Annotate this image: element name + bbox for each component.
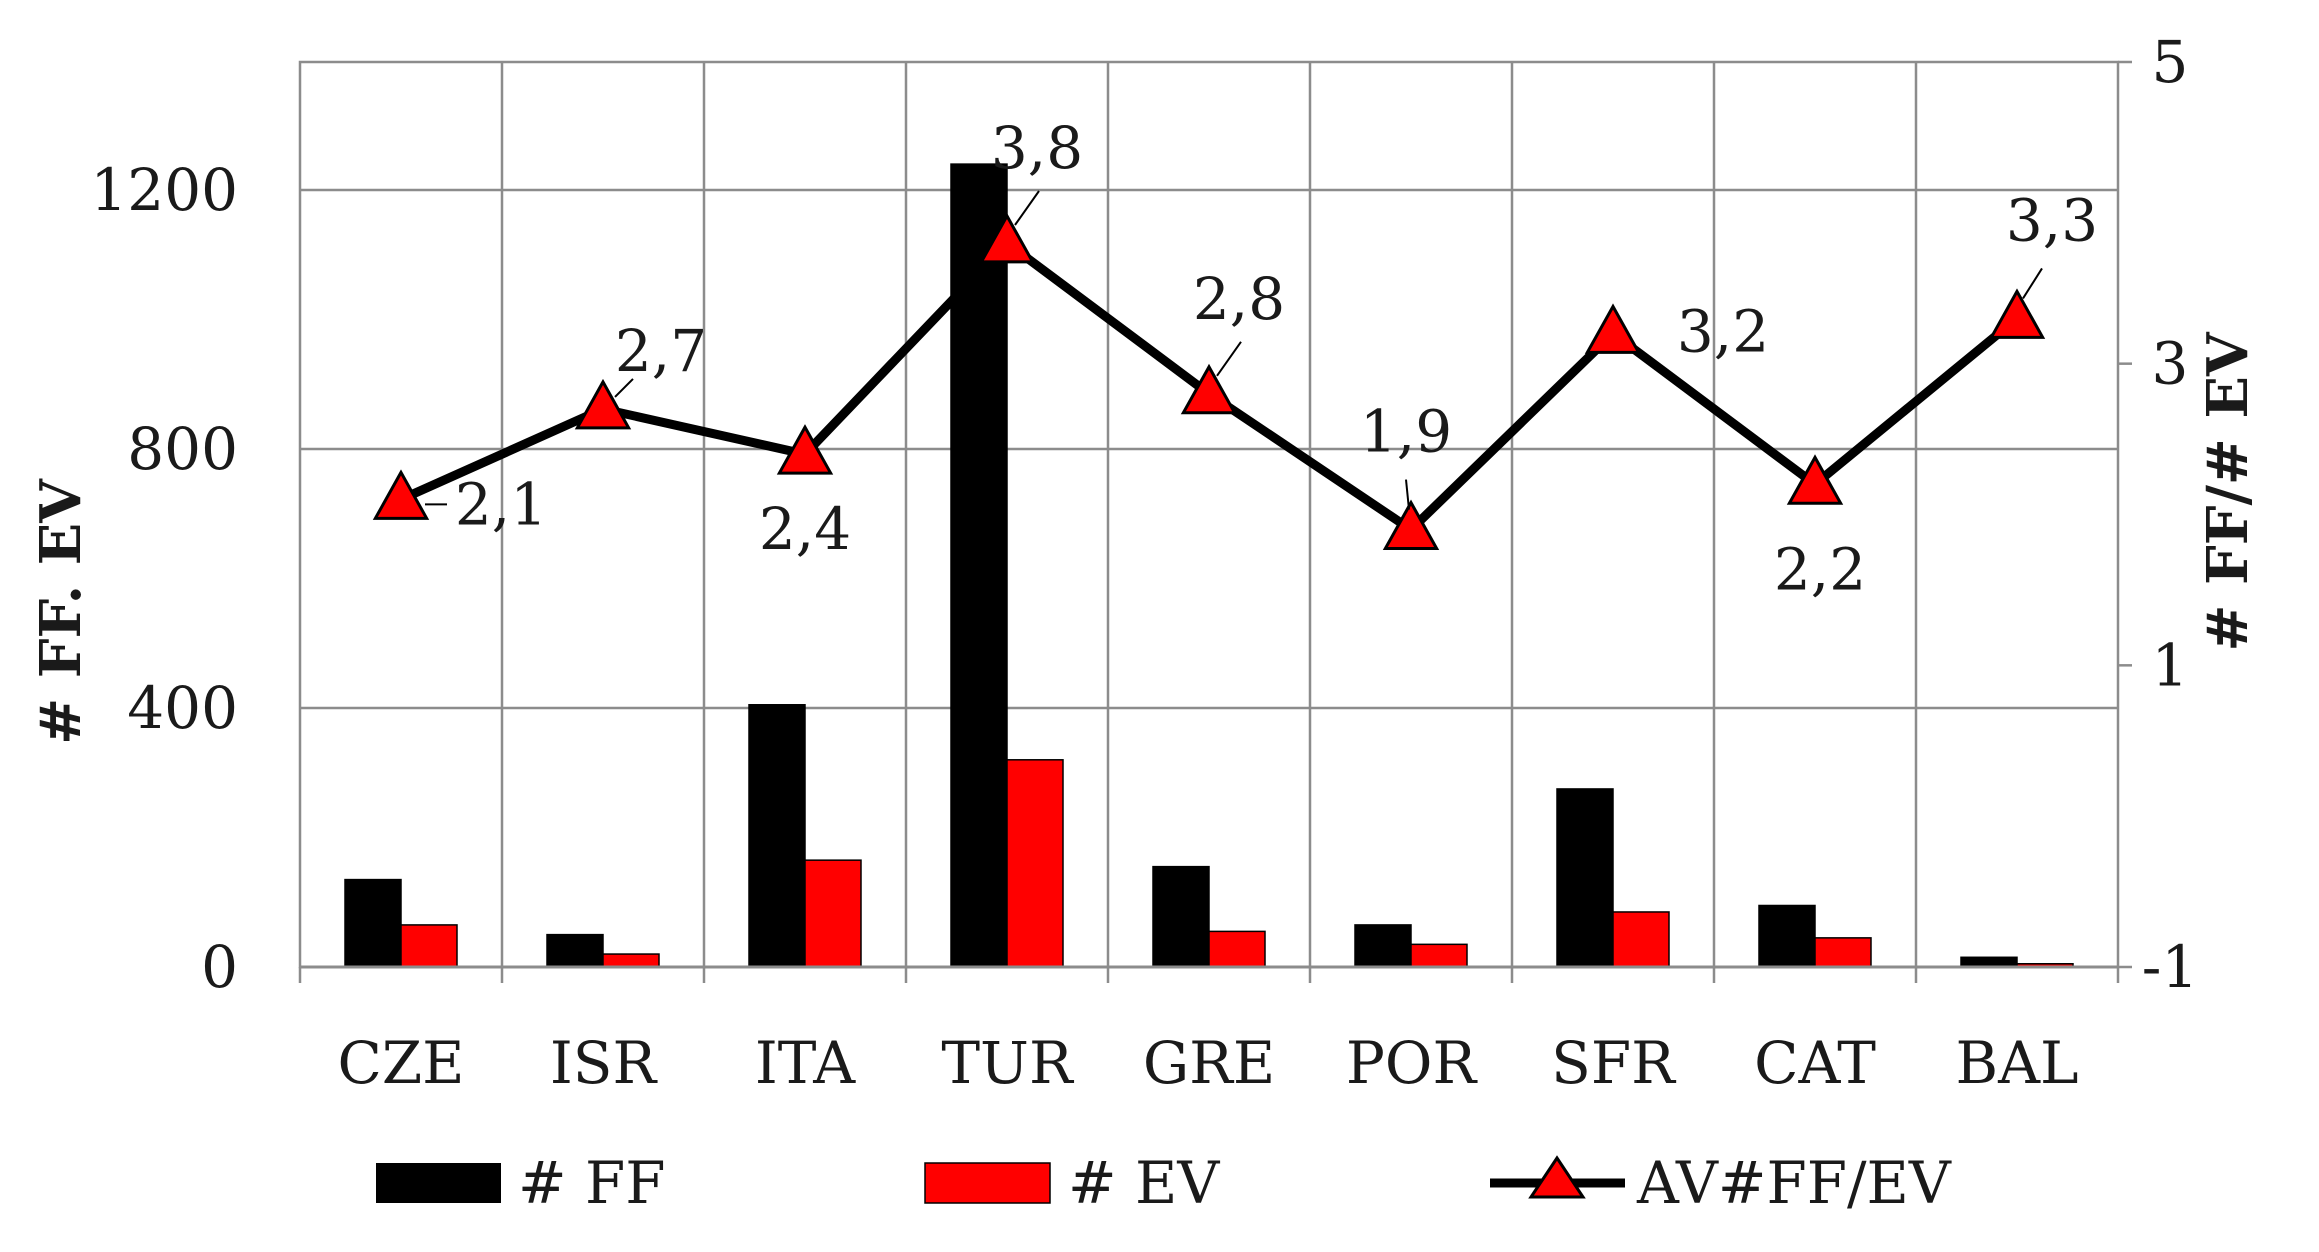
y-axis-title: # FF. EV xyxy=(28,478,94,745)
ratio-label-por: 1,9 xyxy=(1360,398,1452,466)
x-tick-label-cze: CZE xyxy=(337,1029,464,1097)
bar-ff-cat xyxy=(1758,904,1816,968)
ratio-marker-isr xyxy=(574,378,632,430)
legend-swatch-ev xyxy=(924,1162,1051,1204)
y-tick-label: 0 xyxy=(201,933,238,1001)
ratio-marker-gre xyxy=(1180,363,1238,415)
data-label-leader xyxy=(1405,479,1410,510)
y2-tick-label: -1 xyxy=(2142,933,2199,1001)
x-tick-label-sfr: SFR xyxy=(1551,1029,1677,1097)
axes: CZE ISR ITA TUR GRE POR SFR CAT BAL 0 400 800 1200 -1… xyxy=(28,28,2261,1097)
y-tick-label: 800 xyxy=(127,415,238,483)
bar-ff-ita xyxy=(748,704,806,968)
data-label-leader xyxy=(2022,267,2043,299)
ratio-label-tur: 3,8 xyxy=(991,114,1083,182)
ratio-label-isr: 2,7 xyxy=(615,317,707,385)
ratio-marker-ita xyxy=(776,424,834,475)
x-tick-label-bal: BAL xyxy=(1955,1029,2078,1097)
bar-ev-sfr xyxy=(1612,911,1670,968)
x-tick-label-tur: TUR xyxy=(941,1029,1075,1097)
bar-ff-cze xyxy=(344,878,402,968)
bar-ev-cze xyxy=(400,924,458,968)
ratio-marker-cat xyxy=(1786,454,1844,505)
y2-tick-label: 5 xyxy=(2152,28,2189,96)
ratio-label-gre: 2,8 xyxy=(1193,265,1285,333)
y2-tick-label: 3 xyxy=(2152,330,2189,398)
y-tick-label: 1200 xyxy=(90,156,238,224)
ratio-marker-tur xyxy=(978,212,1036,264)
legend-swatch-marker xyxy=(1528,1155,1586,1199)
ratio-line xyxy=(372,212,2046,550)
bar-ev-ita xyxy=(804,859,862,968)
bar-ev-por xyxy=(1410,943,1468,968)
x-tick-label-ita: ITA xyxy=(755,1029,856,1097)
bar-ff-gre xyxy=(1152,865,1210,968)
x-tick-label-por: POR xyxy=(1346,1029,1479,1097)
ratio-label-ita: 2,4 xyxy=(759,495,851,563)
bar-ff-por xyxy=(1354,924,1412,968)
bar-ff-tur xyxy=(950,163,1008,968)
legend-swatch-ff xyxy=(376,1163,501,1203)
y2-axis-title: # FF/# EV xyxy=(2195,331,2261,651)
data-labels: 2,1 2,7 2,4 3,8 2,8 1,9 3,2 2,2 3,3 xyxy=(425,114,2098,603)
x-tick-label-cat: CAT xyxy=(1754,1029,1876,1097)
ratio-marker-sfr xyxy=(1584,303,1642,354)
ratio-marker-por xyxy=(1382,499,1440,550)
bar-ev-cat xyxy=(1814,937,1872,968)
legend-label-ev: # EV xyxy=(1068,1149,1220,1217)
bar-ev-gre xyxy=(1208,930,1266,968)
bar-ff-isr xyxy=(546,933,604,968)
ratio-label-cat: 2,2 xyxy=(1774,535,1866,603)
data-label-leader xyxy=(1216,341,1242,377)
x-tick-label-isr: ISR xyxy=(550,1029,659,1097)
bar-ff-sfr xyxy=(1556,788,1614,968)
ratio-marker-cze xyxy=(372,469,430,520)
legend-label-ratio: AV#FF/EV xyxy=(1636,1149,1952,1217)
ratio-label-bal: 3,3 xyxy=(2006,186,2098,254)
ratio-label-cze: 2,1 xyxy=(455,470,547,538)
ratio-marker-bal xyxy=(1988,288,2046,339)
ratio-label-sfr: 3,2 xyxy=(1677,298,1769,366)
data-label-leader xyxy=(614,378,634,398)
data-label-leader xyxy=(1014,190,1040,226)
bar-ev-isr xyxy=(602,953,660,968)
bars xyxy=(344,163,2074,968)
x-tick-label-gre: GRE xyxy=(1143,1029,1275,1097)
legend-label-ff: # FF xyxy=(518,1149,666,1217)
legend: # FF # EV AV#FF/EV xyxy=(376,1149,1952,1217)
gridlines xyxy=(298,60,2132,969)
y2-tick-label: 1 xyxy=(2152,631,2189,699)
bar-ev-tur xyxy=(1006,759,1064,968)
y-tick-label: 400 xyxy=(127,674,238,742)
